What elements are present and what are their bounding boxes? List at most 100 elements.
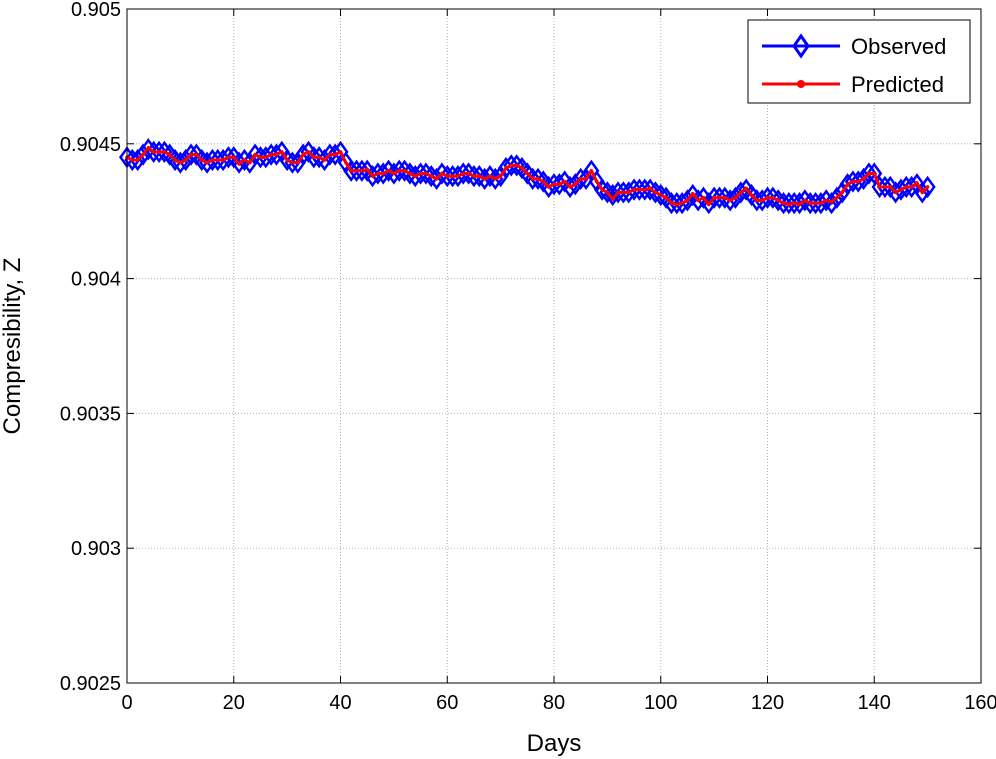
predicted-point <box>610 197 615 201</box>
predicted-point <box>813 201 818 205</box>
predicted-point <box>872 171 877 176</box>
x-tick-label: 80 <box>543 692 565 714</box>
predicted-point <box>167 152 172 157</box>
predicted-point <box>664 195 668 200</box>
predicted-point <box>386 168 391 173</box>
predicted-point <box>189 152 193 157</box>
predicted-point <box>755 198 759 203</box>
predicted-point <box>552 182 556 187</box>
x-tick-label: 40 <box>329 692 351 714</box>
predicted-point <box>717 195 722 200</box>
observed-point <box>412 162 429 185</box>
predicted-point <box>546 185 551 189</box>
predicted-point <box>792 201 796 205</box>
predicted-point <box>867 171 871 176</box>
observed-point <box>572 167 589 190</box>
predicted-point <box>642 187 647 192</box>
predicted-point <box>771 195 775 200</box>
predicted-point <box>279 150 284 154</box>
y-tick-label: 0.905 <box>71 0 121 21</box>
predicted-point <box>749 193 754 197</box>
predicted-point <box>130 158 135 162</box>
predicted-point <box>765 195 770 200</box>
predicted-point <box>690 191 695 196</box>
predicted-point <box>706 202 711 207</box>
observed-point <box>391 159 408 182</box>
predicted-point <box>877 185 882 189</box>
predicted-point <box>482 177 487 181</box>
predicted-point <box>525 171 530 176</box>
predicted-point <box>269 152 273 157</box>
predicted-point <box>728 198 732 203</box>
observed-point <box>679 189 696 212</box>
predicted-point <box>408 171 412 176</box>
predicted-point <box>562 179 567 184</box>
predicted-point <box>915 181 919 185</box>
predicted-point <box>696 198 700 203</box>
predicted-point <box>584 177 588 181</box>
predicted-point <box>328 152 332 157</box>
predicted-point <box>258 155 263 160</box>
predicted-point <box>365 167 369 172</box>
predicted-point <box>600 187 604 192</box>
predicted-point <box>429 174 434 178</box>
predicted-point <box>616 190 620 195</box>
predicted-point <box>557 182 562 187</box>
observed-point <box>150 140 168 164</box>
predicted-point <box>312 155 316 160</box>
observed-point <box>503 154 520 177</box>
predicted-point <box>242 158 247 162</box>
observed-point <box>919 175 936 199</box>
predicted-point <box>221 158 225 162</box>
predicted-point <box>888 185 893 189</box>
predicted-point <box>135 158 140 162</box>
observed-point <box>876 175 893 199</box>
predicted-point <box>829 199 834 204</box>
predicted-point <box>376 171 380 176</box>
predicted-point <box>856 179 861 184</box>
predicted-point <box>723 195 727 200</box>
predicted-point <box>530 177 535 181</box>
y-tick-label: 0.903 <box>71 538 121 560</box>
predicted-point <box>712 195 716 200</box>
predicted-point <box>445 174 450 178</box>
predicted-point <box>461 171 466 176</box>
legend: Observed Predicted <box>747 19 971 104</box>
predicted-point <box>797 202 802 207</box>
predicted-point <box>760 198 764 203</box>
observed-point <box>626 178 643 201</box>
legend-predicted-label: Predicted <box>851 72 944 97</box>
predicted-point <box>626 190 631 195</box>
predicted-point <box>744 186 748 191</box>
predicted-point <box>701 195 706 200</box>
observed-point <box>860 162 877 185</box>
predicted-point <box>205 160 209 165</box>
observed-point <box>780 191 797 215</box>
y-axis-label: Compresibility, Z <box>0 258 26 435</box>
predicted-point <box>605 190 610 195</box>
predicted-point <box>440 171 444 176</box>
observed-point <box>183 143 200 166</box>
predicted-point <box>808 201 812 205</box>
predicted-point <box>226 155 231 160</box>
y-tick-label: 0.904 <box>71 269 121 291</box>
predicted-point <box>162 150 167 154</box>
predicted-point <box>183 158 188 162</box>
predicted-point <box>594 179 599 184</box>
y-tick-label: 0.9025 <box>60 673 121 695</box>
predicted-point <box>434 177 439 181</box>
predicted-point <box>504 166 508 170</box>
predicted-point <box>477 174 482 178</box>
predicted-point <box>210 158 215 162</box>
observed-point <box>871 175 888 199</box>
observed-point <box>492 165 509 188</box>
predicted-point <box>653 190 658 195</box>
predicted-point <box>253 152 257 157</box>
predicted-point <box>861 177 866 181</box>
predicted-point <box>904 185 909 189</box>
series-group <box>118 138 936 215</box>
predicted-point <box>231 155 236 160</box>
predicted-point <box>338 150 343 154</box>
predicted-point <box>418 171 423 176</box>
x-tick-label: 140 <box>858 692 891 714</box>
